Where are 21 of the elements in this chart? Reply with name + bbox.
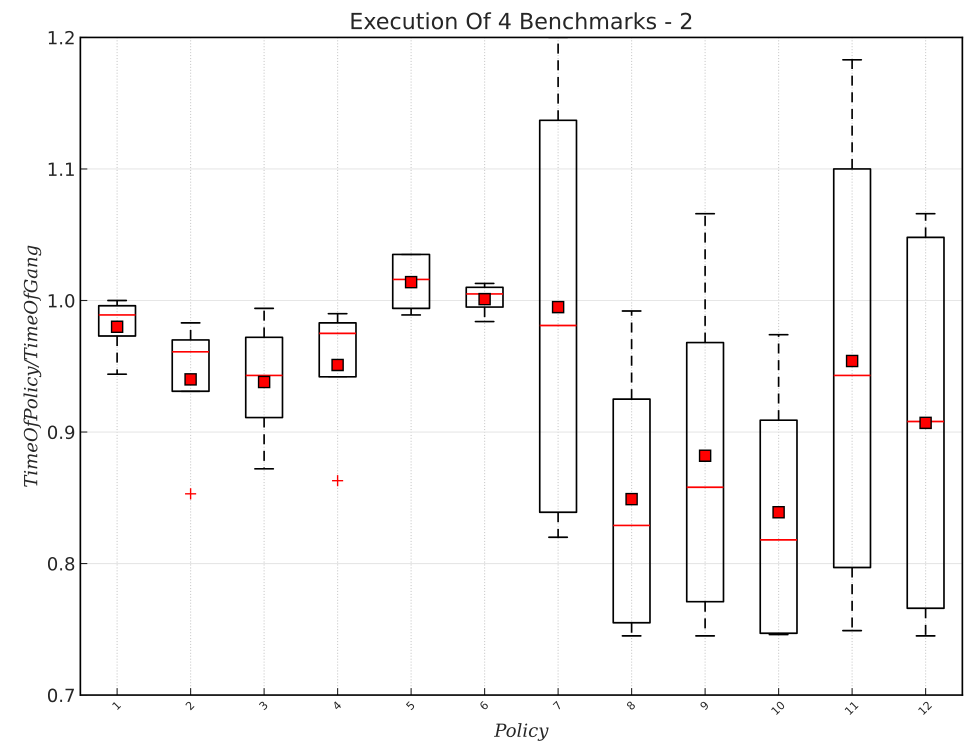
x-axis-title: Policy	[494, 723, 549, 741]
x-tick-label: 11	[844, 700, 859, 716]
x-tick-label: 2	[185, 700, 194, 710]
x-tick-label: 7	[552, 700, 562, 710]
y-tick-label: 0.8	[48, 557, 74, 571]
x-tick-label: 12	[918, 700, 932, 716]
y-tick-label: 1.0	[48, 294, 74, 308]
chart-title: Execution Of 4 Benchmarks - 2	[351, 12, 692, 30]
y-tick-label: 0.7	[48, 688, 74, 702]
y-axis-title: TimeOfPolicy/TimeOfGang	[24, 246, 42, 487]
x-tick-label: 10	[770, 700, 786, 716]
y-tick-label: 0.9	[48, 425, 74, 440]
x-tick-label: 6	[478, 700, 489, 710]
x-tick-label: 4	[332, 700, 342, 711]
x-tick-label: 3	[258, 700, 268, 710]
y-tick-label: 1.2	[48, 30, 74, 44]
x-tick-label: 9	[699, 700, 710, 711]
y-tick-label: 1.1	[48, 162, 74, 176]
x-tick-label: 1	[112, 700, 122, 710]
x-tick-label: 8	[626, 700, 636, 710]
x-tick-label: 5	[406, 700, 416, 710]
